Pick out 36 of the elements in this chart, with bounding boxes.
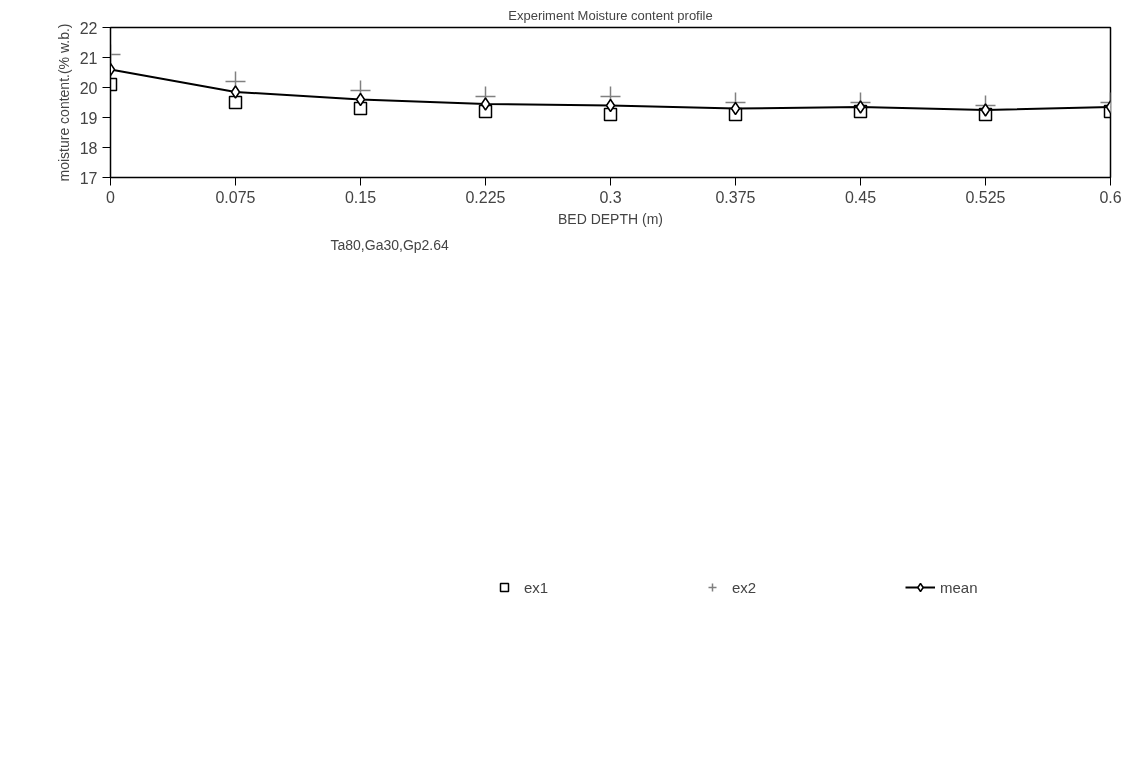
y-tick-label: 17 [79, 169, 98, 187]
x-tick-label: 0.6 [1099, 188, 1122, 206]
point [978, 107, 993, 122]
point [603, 107, 618, 122]
y-tick-label: 20 [79, 79, 98, 97]
point [478, 104, 493, 119]
point [480, 97, 491, 111]
point [728, 107, 743, 122]
x-tick-label: 0.225 [465, 188, 506, 206]
y-tick-label: 18 [79, 139, 98, 157]
point [353, 101, 368, 116]
point [605, 98, 616, 113]
y-tick-label: 21 [79, 49, 98, 67]
x-tick-label: 0 [106, 188, 116, 206]
y-tick-label: 19 [79, 109, 98, 127]
point [228, 95, 243, 110]
chart-title: Experiment Moisture content profile [508, 7, 713, 23]
x-tick-label: 0.15 [344, 188, 377, 206]
x-tick-label: 0.375 [715, 188, 756, 206]
y-axis-title: moisture content.(% w.b.) [55, 23, 72, 182]
legend-label: ex2 [732, 578, 758, 596]
point [855, 100, 866, 114]
y-tick-label: 22 [79, 19, 98, 37]
point [730, 101, 741, 116]
x-tick-label: 0.45 [844, 188, 877, 206]
point [853, 104, 868, 119]
text: Ta80,Ga30,Gp2.64 [330, 236, 450, 253]
x-tick-label: 0.3 [599, 188, 622, 206]
legend-label: mean [940, 578, 979, 596]
x-tick-label: 0.525 [965, 188, 1006, 206]
x-axis-title: BED DEPTH (m) [558, 210, 663, 227]
point [230, 85, 241, 99]
x-tick-label: 0.075 [215, 188, 256, 206]
point [980, 103, 991, 117]
point [355, 92, 366, 107]
legend-label: ex1 [524, 578, 550, 596]
